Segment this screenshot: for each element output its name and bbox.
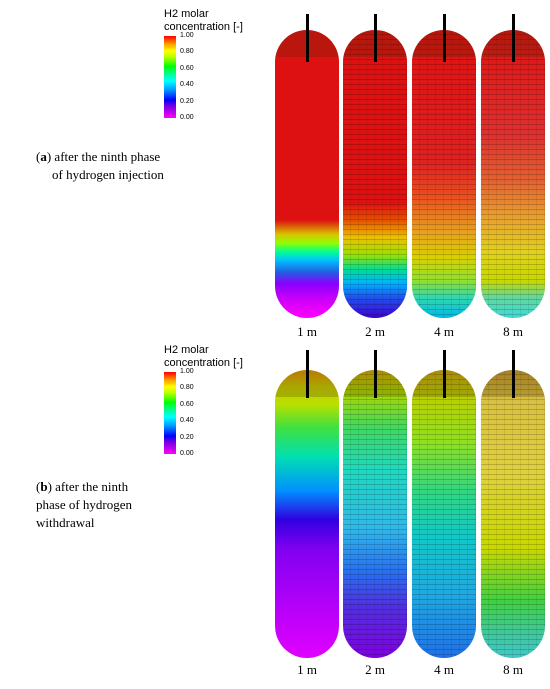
well-pipe — [306, 350, 309, 398]
colorbar — [164, 372, 176, 454]
column-label: 2 m — [365, 662, 385, 677]
cylinder — [481, 370, 545, 658]
column-label: 8 m — [503, 324, 523, 339]
tick-label: 0.60 — [180, 401, 194, 408]
tick-label: 0.80 — [180, 48, 194, 55]
column-label: 2 m — [365, 324, 385, 339]
panel-a: H2 molar concentration [-] 1.00 0.80 0.6… — [0, 0, 550, 340]
colorbar — [164, 36, 176, 118]
colorbar-legend: H2 molar concentration [-] 1.00 0.80 0.6… — [164, 344, 243, 457]
panel-b: H2 molar concentration [-] 1.00 0.80 0.6… — [0, 340, 550, 680]
grid-mesh — [343, 30, 407, 318]
cylinder — [343, 370, 407, 658]
well-pipe — [512, 14, 515, 62]
legend-body: 1.00 0.80 0.60 0.40 0.20 0.00 — [164, 32, 243, 121]
grid-mesh — [412, 30, 476, 318]
well-pipe — [374, 350, 377, 398]
column-label: 4 m — [434, 662, 454, 677]
tick-label: 0.00 — [180, 114, 194, 121]
legend-title: H2 molar concentration [-] — [164, 344, 243, 369]
tick-label: 0.20 — [180, 434, 194, 441]
tick-label: 0.00 — [180, 450, 194, 457]
cylinder — [343, 30, 407, 318]
well-pipe — [443, 350, 446, 398]
column-label: 8 m — [503, 662, 523, 677]
tick-label: 0.80 — [180, 384, 194, 391]
tick-label: 1.00 — [180, 368, 194, 375]
cylinder — [275, 370, 339, 658]
grid-mesh — [412, 370, 476, 658]
panel-letter: b — [40, 479, 48, 494]
column-label: 1 m — [297, 324, 317, 339]
panel-caption: (b) after the ninth phase of hydrogen wi… — [36, 479, 133, 530]
grid-mesh — [481, 370, 545, 658]
tick-label: 1.00 — [180, 32, 194, 39]
grid-mesh — [343, 370, 407, 658]
well-pipe — [512, 350, 515, 398]
cylinder — [412, 30, 476, 318]
tick-label: 0.20 — [180, 98, 194, 105]
grid-mesh — [343, 370, 407, 658]
column-label: 4 m — [434, 324, 454, 339]
legend-title: H2 molar concentration [-] — [164, 8, 243, 33]
tick-label: 0.60 — [180, 65, 194, 72]
colorbar-legend: H2 molar concentration [-] 1.00 0.80 0.6… — [164, 8, 243, 121]
cylinder — [481, 30, 545, 318]
grid-mesh — [481, 370, 545, 658]
well-pipe — [443, 14, 446, 62]
well-pipe — [306, 14, 309, 62]
well-pipe — [374, 14, 377, 62]
column-label: 1 m — [297, 662, 317, 677]
grid-mesh — [412, 370, 476, 658]
grid-mesh — [481, 30, 545, 318]
cylinder — [412, 370, 476, 658]
panel-caption: (a) after the ninth phase of hydrogen in… — [36, 149, 164, 182]
grid-mesh — [481, 30, 545, 318]
tick-label: 0.40 — [180, 417, 194, 424]
legend-body: 1.00 0.80 0.60 0.40 0.20 0.00 — [164, 368, 243, 457]
panel-letter: a — [40, 149, 47, 164]
grid-mesh — [343, 30, 407, 318]
grid-mesh — [412, 30, 476, 318]
tick-label: 0.40 — [180, 81, 194, 88]
cylinder — [275, 30, 339, 318]
